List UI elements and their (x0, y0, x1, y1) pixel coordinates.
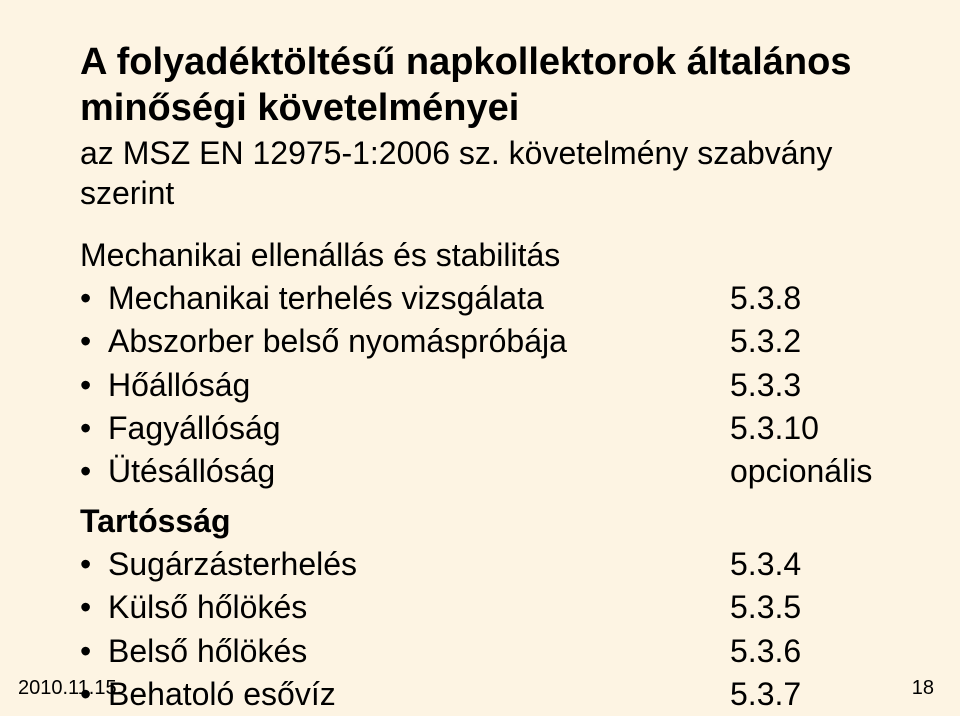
subtitle-line-2: szerint (80, 175, 174, 211)
item-value: 5.3.5 (710, 586, 900, 629)
bullet-icon: • (80, 450, 108, 493)
slide-title: A folyadéktöltésű napkollektorok általán… (80, 40, 900, 131)
section-1-head: Mechanikai ellenállás és stabilitás (80, 235, 900, 275)
item-label: Külső hőlökés (108, 586, 710, 629)
list-item: •Fagyállóság5.3.10 (80, 407, 900, 450)
list-item: •Külső hőlökés5.3.5 (80, 586, 900, 629)
item-value: 5.3.7 (710, 673, 900, 716)
item-value: 5.3.6 (710, 630, 900, 673)
title-line-2: minőségi követelményei (80, 87, 519, 129)
section-1-list: •Mechanikai terhelés vizsgálata5.3.8 •Ab… (80, 277, 900, 493)
bullet-icon: • (80, 586, 108, 629)
item-label: Sugárzásterhelés (108, 543, 710, 586)
item-label: Abszorber belső nyomáspróbája (108, 320, 710, 363)
item-value: 5.3.8 (710, 277, 900, 320)
item-value: 5.3.10 (710, 407, 900, 450)
item-label: Behatoló esővíz (108, 673, 710, 716)
list-item: •Sugárzásterhelés5.3.4 (80, 543, 900, 586)
item-label: Hőállóság (108, 364, 710, 407)
list-item: •Mechanikai terhelés vizsgálata5.3.8 (80, 277, 900, 320)
item-label: Fagyállóság (108, 407, 710, 450)
bullet-icon: • (80, 543, 108, 586)
section-2-list: •Sugárzásterhelés5.3.4 •Külső hőlökés5.3… (80, 543, 900, 716)
bullet-icon: • (80, 407, 108, 450)
item-value: opcionális (710, 450, 900, 493)
footer-page-number: 18 (912, 677, 934, 700)
list-item: •Ütésállóságopcionális (80, 450, 900, 493)
list-item: •Belső hőlökés5.3.6 (80, 630, 900, 673)
list-item: •Hőállóság5.3.3 (80, 364, 900, 407)
bullet-icon: • (80, 364, 108, 407)
title-line-1: A folyadéktöltésű napkollektorok általán… (80, 41, 851, 83)
footer-date: 2010.11.15. (18, 677, 122, 700)
item-label: Ütésállóság (108, 450, 710, 493)
bullet-icon: • (80, 320, 108, 363)
list-item: •Behatoló esővíz5.3.7 (80, 673, 900, 716)
slide-subtitle: az MSZ EN 12975-1:2006 sz. követelmény s… (80, 133, 900, 213)
section-2-head: Tartósság (80, 501, 900, 541)
slide: A folyadéktöltésű napkollektorok általán… (0, 0, 960, 716)
list-item: •Abszorber belső nyomáspróbája5.3.2 (80, 320, 900, 363)
item-value: 5.3.3 (710, 364, 900, 407)
bullet-icon: • (80, 630, 108, 673)
subtitle-line-1: az MSZ EN 12975-1:2006 sz. követelmény s… (80, 135, 832, 171)
bullet-icon: • (80, 277, 108, 320)
item-label: Mechanikai terhelés vizsgálata (108, 277, 710, 320)
item-value: 5.3.2 (710, 320, 900, 363)
item-label: Belső hőlökés (108, 630, 710, 673)
item-value: 5.3.4 (710, 543, 900, 586)
